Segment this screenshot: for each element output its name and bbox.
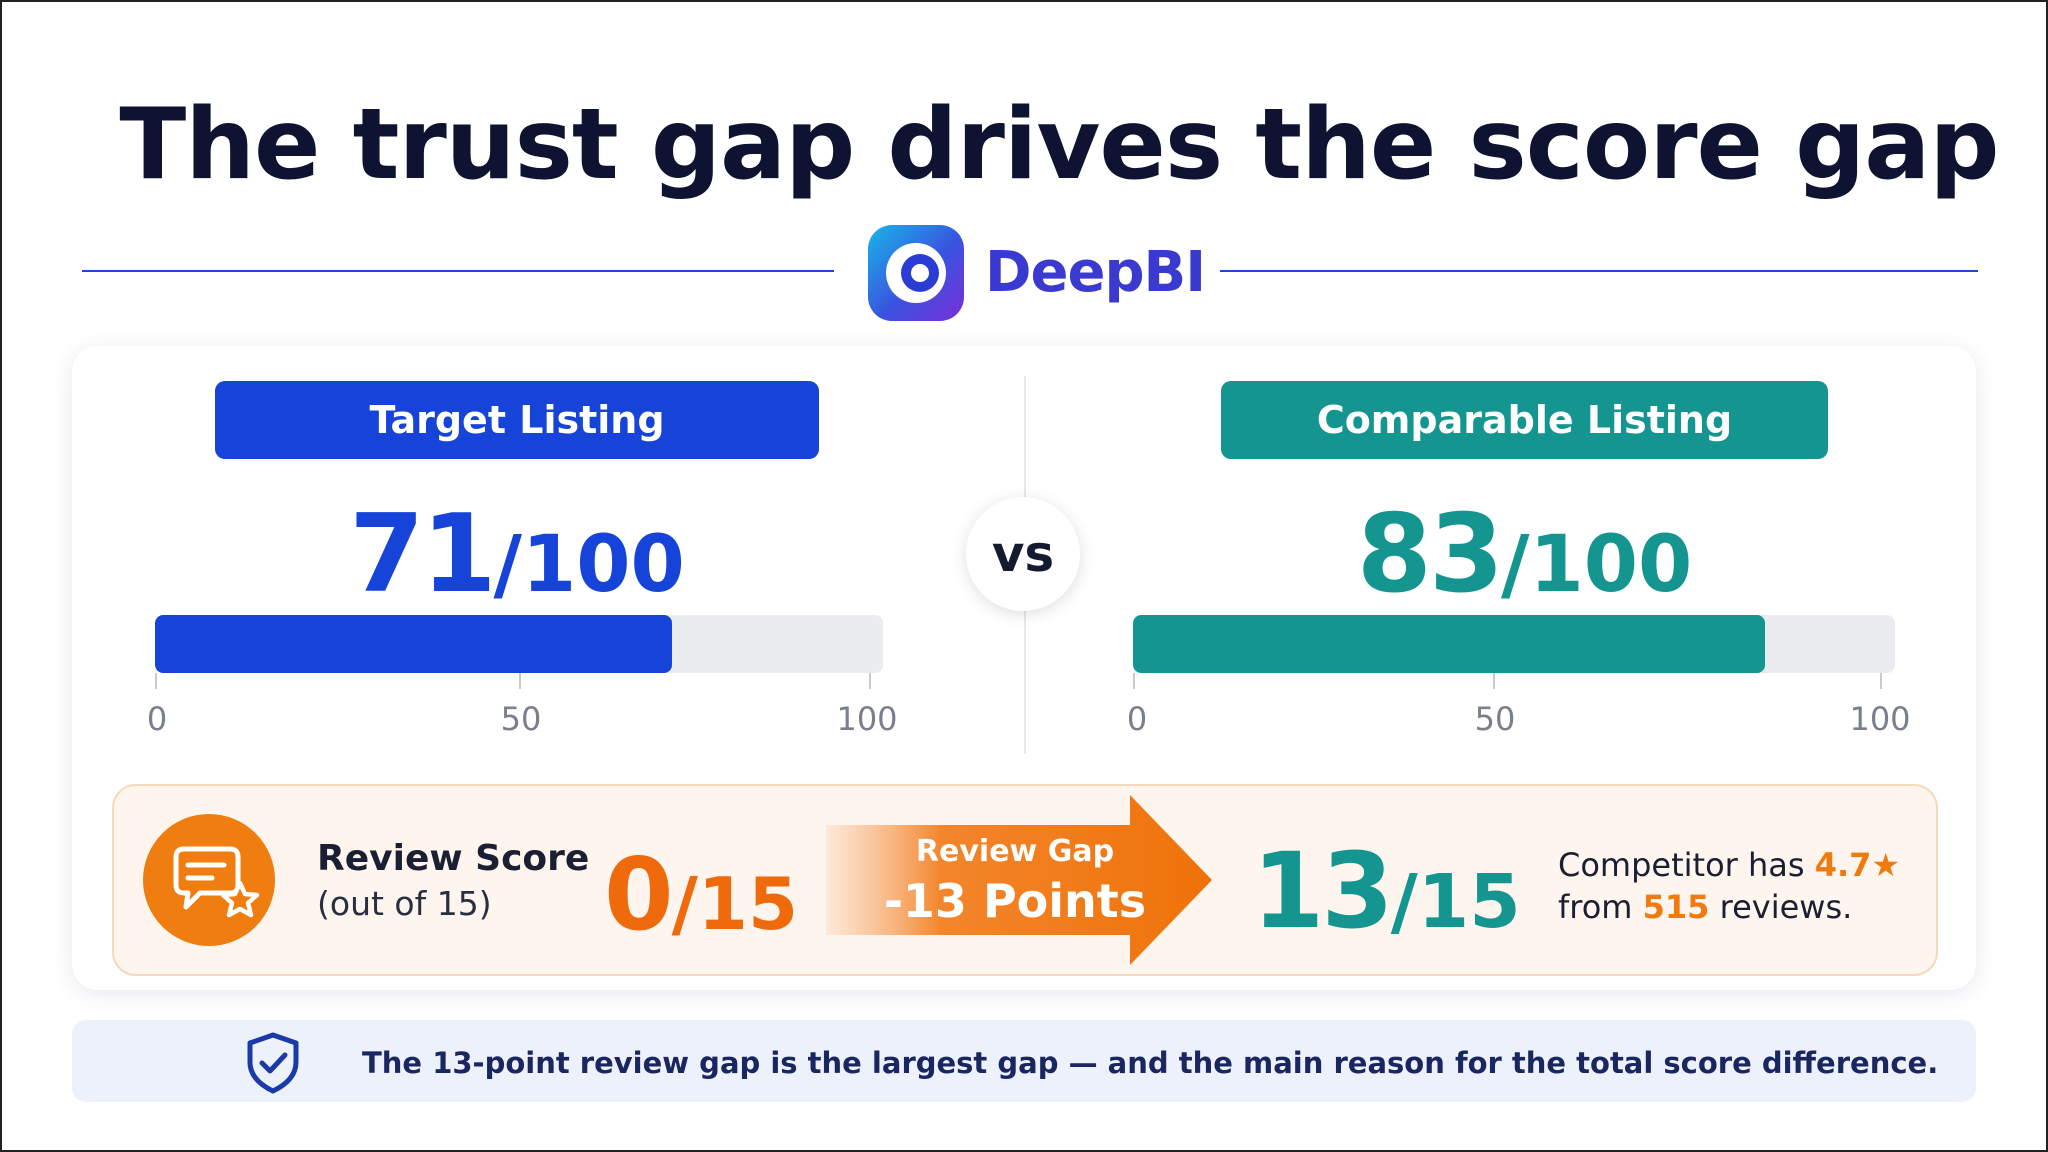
- comparable-listing-label: Comparable Listing: [1221, 381, 1828, 459]
- comparable-tick-label: 0: [1126, 700, 1148, 738]
- comparable-score-value: 83: [1356, 492, 1504, 617]
- review-gap-label: Review Gap: [915, 834, 1115, 869]
- target-review-score-value: 0: [604, 836, 674, 953]
- comparable-review-score-value: 13: [1252, 830, 1394, 952]
- comparable-score-max: /100: [1500, 520, 1693, 610]
- header-rule-right: [1220, 270, 1978, 272]
- target-review-score-max: /15: [671, 862, 799, 946]
- target-score: 71/100: [215, 492, 819, 617]
- review-star-chat-icon: [143, 814, 275, 946]
- target-listing-label: Target Listing: [215, 381, 819, 459]
- comparable-review-score-max: /15: [1390, 859, 1521, 945]
- target-tick-100: [869, 673, 871, 689]
- footer-text: The 13-point review gap is the largest g…: [362, 1046, 1939, 1080]
- target-progress-track: [155, 615, 883, 673]
- header-rule-left: [82, 270, 834, 272]
- target-score-value: 71: [349, 492, 496, 617]
- comparable-score: 83/100: [1221, 492, 1828, 617]
- deepbi-logo-icon: [868, 225, 964, 321]
- comparable-progress-fill: [1133, 615, 1766, 673]
- target-progress-fill: [155, 615, 672, 673]
- target-tick-label: 100: [836, 700, 898, 738]
- target-tick-label: 0: [146, 700, 168, 738]
- target-tick-50: [519, 673, 521, 689]
- competitor-rating: 4.7: [1814, 846, 1872, 884]
- competitor-text: reviews.: [1709, 888, 1853, 926]
- competitor-text: from: [1558, 888, 1643, 926]
- review-gap-value: -13 Points: [883, 874, 1147, 928]
- footer-callout: [72, 1020, 1976, 1102]
- competitor-review-count: 515: [1642, 888, 1710, 926]
- competitor-summary: Competitor has 4.7★ from 515 reviews.: [1558, 844, 1900, 928]
- comparable-tick-50: [1493, 673, 1495, 689]
- review-gap-arrow-icon: [826, 795, 1212, 965]
- page-title: The trust gap drives the score gap: [119, 88, 1999, 202]
- comparable-tick-0: [1133, 673, 1135, 689]
- review-score-label: Review Score: [317, 838, 590, 879]
- review-score-panel: [112, 784, 1938, 976]
- target-tick-label: 50: [500, 700, 542, 738]
- star-icon: ★: [1871, 846, 1901, 884]
- comparable-tick-100: [1880, 673, 1882, 689]
- competitor-text: Competitor has: [1558, 846, 1815, 884]
- comparable-tick-label: 50: [1474, 700, 1516, 738]
- target-score-max: /100: [493, 520, 685, 610]
- comparable-progress-track: [1133, 615, 1895, 673]
- vs-badge: vs: [966, 497, 1080, 611]
- shield-check-icon: [247, 1032, 299, 1094]
- comparable-tick-label: 100: [1849, 700, 1911, 738]
- comparable-review-score: 13/15: [1252, 830, 1521, 952]
- target-review-score: 0/15: [604, 836, 798, 953]
- brand-name: DeepBI: [985, 240, 1206, 305]
- review-score-sublabel: (out of 15): [317, 884, 492, 923]
- target-tick-0: [155, 673, 157, 689]
